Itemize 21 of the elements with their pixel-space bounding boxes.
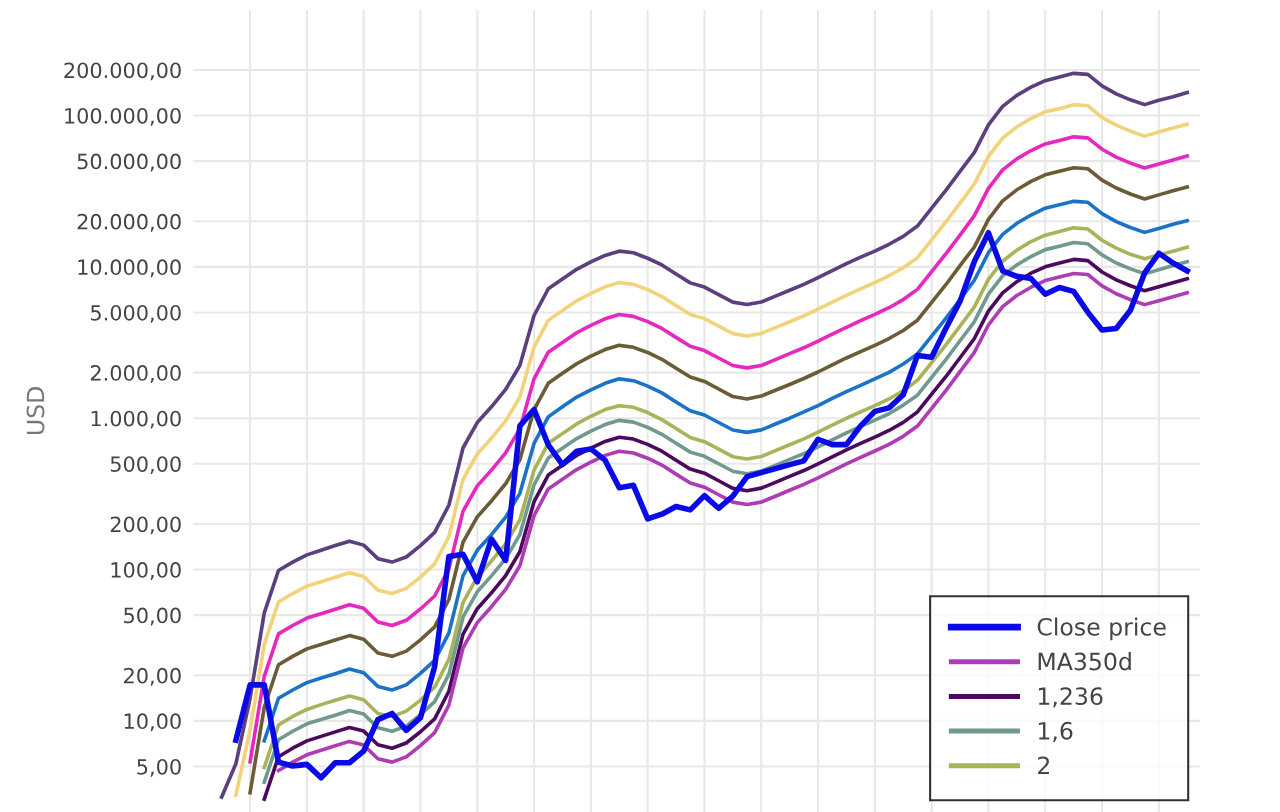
y-tick-label: 5.000,00: [91, 304, 181, 323]
y-tick-label: 5,00: [137, 758, 181, 777]
y-tick-label: 500,00: [110, 456, 181, 475]
y-tick-label: 2.000,00: [90, 365, 181, 383]
y-tick-label: 100.000,00: [65, 107, 181, 126]
y-axis-title: USD: [26, 387, 45, 435]
legend-label: 2: [1038, 756, 1050, 775]
legend-label: 1,6: [1038, 721, 1073, 743]
y-tick-label: 100,00: [111, 562, 181, 580]
y-tick-label: 20,00: [124, 667, 181, 686]
y-tick-label: 50.000,00: [77, 153, 181, 172]
legend-label: 1,236: [1038, 687, 1103, 708]
y-tick-label: 10.000,00: [78, 259, 181, 278]
y-tick-label: 1.000,00: [91, 410, 181, 429]
y-tick-label: 200,00: [110, 516, 181, 535]
legend-label: MA350d: [1038, 652, 1131, 671]
y-tick-label: 200.000,00: [64, 62, 181, 81]
y-tick-label: 20.000,00: [77, 213, 181, 232]
legend-label: Close price: [1037, 617, 1166, 641]
y-tick-label: 50,00: [124, 607, 181, 626]
y-tick-label: 10,00: [124, 713, 181, 732]
